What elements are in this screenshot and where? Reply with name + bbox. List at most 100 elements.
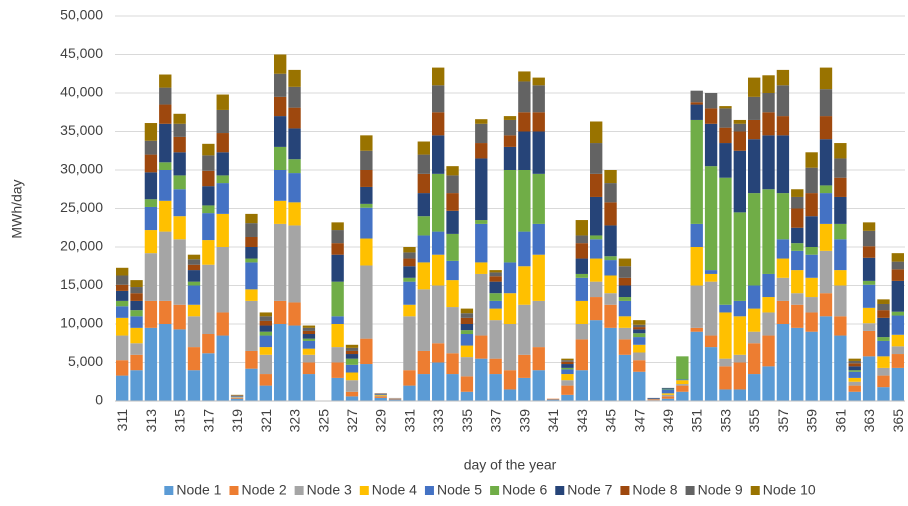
bar-segment [618, 258, 632, 267]
y-tick-label: 10,000 [60, 315, 103, 331]
bar-segment [618, 277, 632, 286]
bar-segment [618, 316, 632, 328]
bar-segment [834, 177, 847, 197]
bar-segment [518, 71, 531, 82]
bar-segment [274, 223, 287, 301]
bar-segment [719, 304, 732, 313]
legend-swatch [620, 486, 630, 495]
legend-label: Node 3 [307, 482, 352, 498]
bar-segment [388, 399, 402, 401]
bar-segment [891, 367, 904, 401]
bar-segment [245, 247, 258, 259]
bar-segment [633, 320, 646, 325]
x-tick-label: 355 [746, 409, 762, 433]
bar-segment [345, 364, 359, 373]
bar-segment [676, 356, 689, 380]
y-tick-label: 20,000 [60, 238, 103, 254]
bar-segment [690, 285, 703, 328]
bar-segment [518, 354, 531, 378]
bar-segment [245, 213, 258, 224]
bar-segment [475, 143, 488, 159]
bar-segment [417, 154, 430, 174]
bar-segment [475, 262, 488, 274]
legend-swatch [229, 486, 239, 495]
bar-segment [503, 170, 517, 263]
bar-segment [274, 96, 287, 117]
bar-segment [432, 67, 445, 86]
bar-segment [604, 304, 617, 328]
bar-segment [862, 280, 876, 285]
bar-segment [618, 339, 632, 355]
x-tick-label: 365 [890, 409, 906, 433]
bar-segment [647, 398, 660, 400]
bar-segment [633, 333, 646, 338]
bar-segment [288, 302, 301, 326]
x-axis-title: day of the year [464, 457, 557, 473]
bar-segment [302, 374, 316, 401]
bar-segment [116, 300, 129, 307]
bar-segment [374, 395, 387, 397]
bar-segment [130, 310, 143, 317]
bar-segment [360, 135, 373, 151]
bar-segment [302, 330, 316, 335]
bar-segment [144, 206, 158, 231]
bar-segment [130, 316, 143, 328]
bar-segment [877, 367, 890, 376]
bar-segment [216, 109, 229, 134]
bar-segment [762, 335, 775, 367]
bar-segment [546, 398, 560, 400]
bar-segment [116, 335, 129, 361]
bar-segment [733, 316, 746, 355]
bar-segment [144, 253, 158, 301]
bar-segment [360, 186, 373, 204]
bar-segment [819, 116, 833, 140]
x-tick-label: 319 [229, 409, 245, 433]
bar-segment [159, 231, 172, 301]
bar-segment [891, 280, 904, 312]
bar-segment [173, 189, 186, 217]
bar-segment [460, 313, 474, 318]
bar-segment [460, 308, 474, 314]
bar-segment [302, 325, 316, 328]
bar-segment [690, 247, 703, 286]
bar-segment [834, 196, 847, 224]
bar-segment [834, 158, 847, 178]
bar-segment [877, 299, 890, 304]
bar-segment [403, 370, 416, 386]
bar-segment [647, 399, 660, 401]
bar-segment [791, 327, 804, 401]
bar-segment [245, 300, 258, 351]
bar-segment [819, 316, 833, 401]
bar-segment [590, 196, 603, 236]
bar-segment [331, 243, 344, 255]
bar-segment [762, 93, 775, 113]
bar-segment [475, 335, 488, 359]
bar-segment [331, 281, 344, 317]
bar-segment [762, 112, 775, 136]
bar-segment [187, 285, 201, 305]
bar-segment [288, 325, 301, 401]
bar-segment [432, 343, 445, 363]
x-tick-label: 347 [631, 409, 647, 433]
bar-segment [719, 312, 732, 359]
bar-segment [661, 398, 675, 401]
bar-segment [877, 337, 890, 341]
bar-segment [704, 347, 718, 401]
bar-segment [503, 119, 517, 136]
bar-segment [805, 216, 818, 247]
bar-segment [259, 335, 272, 348]
legend-swatch [685, 486, 695, 495]
bar-segment [862, 330, 876, 357]
bar-segment [331, 324, 344, 348]
bar-segment [460, 324, 474, 331]
bar-segment [259, 316, 272, 321]
bar-segment [805, 254, 818, 278]
bar-segment [417, 350, 430, 375]
bar-segment [216, 152, 229, 176]
bar-segment [618, 300, 632, 317]
bar-segment [704, 93, 718, 109]
bar-segment [216, 94, 229, 110]
bar-segment [834, 316, 847, 336]
bar-segment [259, 325, 272, 332]
bar-segment [690, 223, 703, 247]
